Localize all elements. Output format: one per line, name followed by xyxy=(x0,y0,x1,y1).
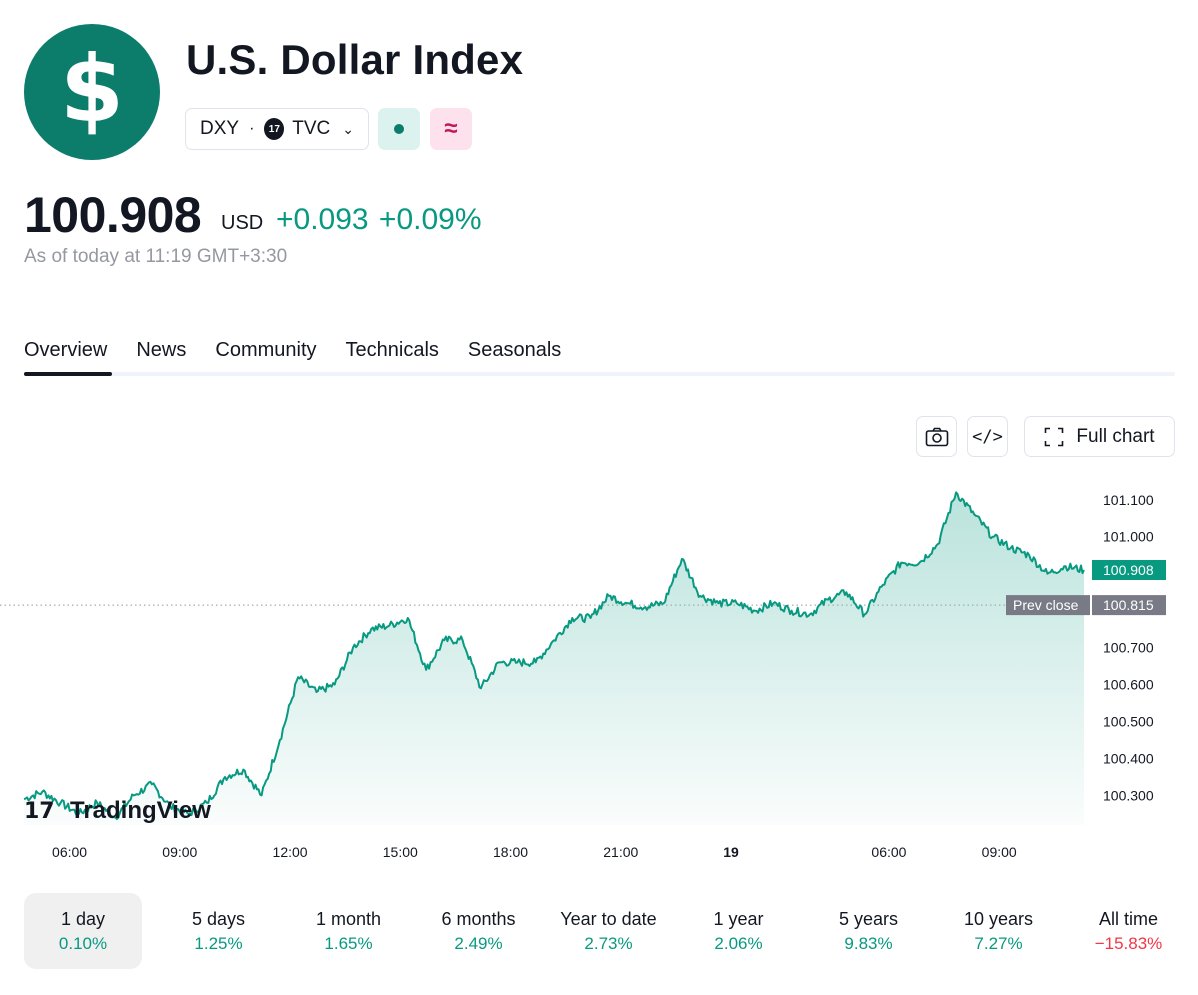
period-label: 10 years xyxy=(963,908,1034,929)
prev-close-value: 100.815 xyxy=(1103,597,1154,613)
tradingview-watermark-icon: 17 xyxy=(24,799,55,824)
snapshot-button[interactable] xyxy=(916,416,957,457)
period-5-years[interactable]: 5 years 9.83% xyxy=(804,893,933,969)
y-axis-tick: 100.500 xyxy=(1103,714,1154,730)
y-axis-tick: 101.000 xyxy=(1103,529,1154,545)
approx-icon: ≈ xyxy=(444,115,458,142)
y-axis-tick: 100.300 xyxy=(1103,787,1154,803)
symbol-logo: $ xyxy=(24,24,160,160)
prev-close-tag-label: Prev close xyxy=(1013,597,1079,613)
period-6-months[interactable]: 6 months 2.49% xyxy=(414,893,543,969)
active-tab-indicator xyxy=(24,372,112,376)
period-label: 1 day xyxy=(60,908,106,929)
period-change: 1.25% xyxy=(194,933,243,953)
period-1-year[interactable]: 1 year 2.06% xyxy=(674,893,803,969)
period-label: All time xyxy=(1098,908,1158,929)
last-price-tag: 100.908 xyxy=(1103,562,1154,578)
period-year-to-date[interactable]: Year to date 2.73% xyxy=(544,893,673,969)
period-1-month[interactable]: 1 month 1.65% xyxy=(284,893,413,969)
prev-close-value-bg xyxy=(1092,595,1166,616)
tab-news[interactable]: News xyxy=(136,339,187,361)
x-axis-tick: 21:00 xyxy=(603,844,638,860)
tab-overview[interactable]: Overview xyxy=(24,339,108,361)
x-axis-tick: 06:00 xyxy=(871,844,906,860)
x-axis-tick: 19 xyxy=(723,844,739,860)
period-change: 1.65% xyxy=(324,933,373,953)
price-line xyxy=(23,491,1085,821)
period-change: 2.49% xyxy=(454,933,503,953)
status-dot-icon xyxy=(394,124,404,134)
period-all-time[interactable]: All time −15.83% xyxy=(1064,893,1193,969)
fullscreen-icon xyxy=(1045,427,1064,446)
page-title: U.S. Dollar Index xyxy=(186,36,524,83)
tab-seasonals[interactable]: Seasonals xyxy=(467,339,562,361)
dollar-icon: $ xyxy=(59,36,124,143)
period-label: 1 month xyxy=(315,908,382,929)
full-chart-label: Full chart xyxy=(1076,425,1155,447)
period-change: 0.10% xyxy=(58,933,108,953)
period-change: 2.73% xyxy=(584,933,633,953)
x-axis-tick: 12:00 xyxy=(273,844,308,860)
tradingview-logo-icon: 17 xyxy=(264,118,285,140)
symbol-ticker: DXY xyxy=(200,118,240,139)
period-change: 2.06% xyxy=(714,933,763,953)
separator-dot: · xyxy=(249,120,255,137)
y-axis-tick: 100.700 xyxy=(1103,640,1154,656)
y-axis-tick: 101.100 xyxy=(1103,492,1154,508)
full-chart-button[interactable]: Full chart xyxy=(1024,416,1175,457)
x-axis-tick: 09:00 xyxy=(162,844,197,860)
chevron-down-icon: ⌄ xyxy=(342,120,354,137)
period-label: Year to date xyxy=(560,908,657,929)
tab-bar: Overview News Community Technicals Seaso… xyxy=(24,339,590,362)
x-axis-tick: 09:00 xyxy=(982,844,1017,860)
period-change: 7.27% xyxy=(974,933,1023,953)
price-chart[interactable]: 101.100 101.000 100.700 100.600 100.500 100.4… xyxy=(0,470,1198,870)
market-status-badge[interactable] xyxy=(378,108,420,150)
code-icon: </> xyxy=(972,426,1003,447)
delayed-data-badge[interactable]: ≈ xyxy=(430,108,472,150)
y-axis-tick: 100.400 xyxy=(1103,750,1154,766)
last-price: 100.908 xyxy=(24,187,202,243)
embed-button[interactable]: </> xyxy=(967,416,1008,457)
x-axis-tick: 06:00 xyxy=(52,844,87,860)
last-price-tag-bg xyxy=(1092,560,1166,580)
x-axis-tick: 18:00 xyxy=(493,844,528,860)
tab-divider xyxy=(24,372,1175,376)
period-label: 1 year xyxy=(713,908,764,929)
price-area xyxy=(24,492,1084,825)
y-axis-tick: 100.600 xyxy=(1103,677,1154,693)
exchange-name: TVC xyxy=(292,118,331,139)
period-1-day[interactable]: 1 day 0.10% xyxy=(24,893,142,969)
period-change: 9.83% xyxy=(844,933,893,953)
camera-icon xyxy=(925,427,948,446)
currency-label: USD xyxy=(221,212,264,234)
period-label: 6 months xyxy=(441,908,516,929)
period-5-days[interactable]: 5 days 1.25% xyxy=(154,893,283,969)
period-label: 5 days xyxy=(191,908,246,929)
period-change: −15.83% xyxy=(1094,933,1163,953)
prev-close-tag-bg xyxy=(1006,595,1090,616)
tab-technicals[interactable]: Technicals xyxy=(345,339,439,361)
tab-community[interactable]: Community xyxy=(215,339,317,361)
x-axis-tick: 15:00 xyxy=(383,844,418,860)
tradingview-watermark: TradingView xyxy=(70,797,211,824)
quote-timestamp: As of today at 11:19 GMT+3:30 xyxy=(24,246,288,267)
period-10-years[interactable]: 10 years 7.27% xyxy=(934,893,1063,969)
period-label: 5 years xyxy=(838,908,899,929)
price-change: +0.093 +0.09% xyxy=(276,203,482,236)
period-selector: 1 day 0.10% 5 days 1.25% 1 month 1.65% 6… xyxy=(24,893,1194,969)
symbol-exchange-selector[interactable]: DXY · 17 TVC ⌄ xyxy=(185,108,369,150)
